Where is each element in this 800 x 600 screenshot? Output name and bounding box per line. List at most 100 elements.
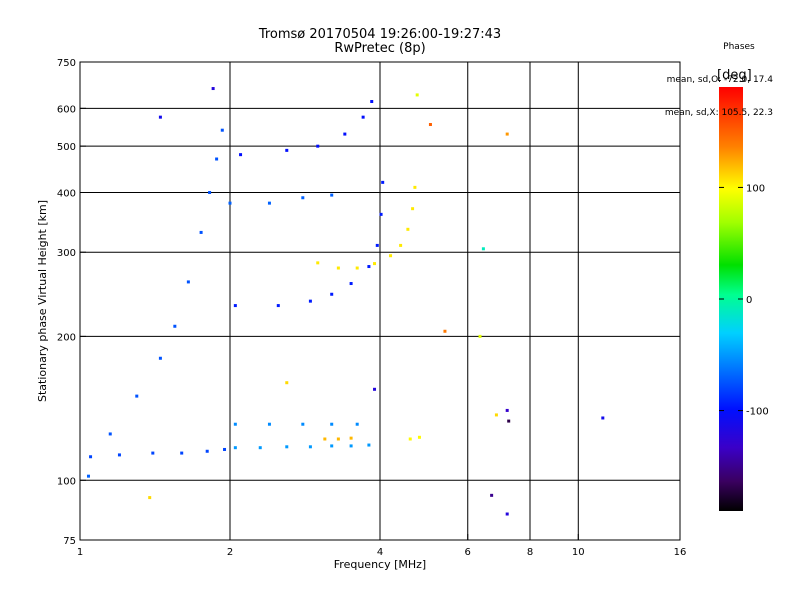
trace-point (233, 304, 237, 308)
y-tick-label: 500 (57, 142, 76, 153)
trace-point (301, 196, 305, 200)
scatter-point (478, 334, 482, 338)
trace-point (276, 304, 280, 308)
trace-point (343, 132, 347, 136)
trace-point (381, 180, 385, 184)
scatter-point (86, 474, 90, 478)
trace-point (330, 292, 334, 296)
trace-point (158, 356, 162, 360)
trace-point (323, 437, 327, 441)
colorbar-tick-label: 100 (746, 183, 765, 194)
trace-point (389, 254, 393, 258)
scatter-point (490, 493, 494, 497)
scatter-point (505, 408, 509, 412)
trace-point (370, 100, 374, 104)
scatter-point (494, 413, 498, 417)
phase-stats-o: mean, sd,O: -72.0, 17.4 (666, 75, 773, 85)
trace-point (285, 445, 289, 449)
y-axis-label: Stationary phase Virtual Height [km] (36, 200, 49, 402)
trace-point (361, 115, 365, 119)
trace-point (399, 243, 403, 247)
trace-point (336, 266, 340, 270)
trace-point (205, 449, 209, 453)
x-tick-label: 4 (377, 547, 383, 558)
chart-title: Tromsø 20170504 19:26:00-19:27:43 (258, 27, 502, 42)
trace-point (411, 207, 415, 211)
scatter-point (211, 87, 215, 91)
trace-point (367, 443, 371, 447)
trace-point (330, 193, 334, 197)
colorbar-tick-label: 0 (746, 295, 752, 306)
y-tick-label: 75 (63, 536, 76, 547)
y-tick-label: 300 (57, 248, 76, 259)
scatter-point (481, 247, 485, 251)
phase-stats: Phases mean, sd,O: -72.0, 17.4 mean, sd,… (665, 20, 773, 130)
trace-point (373, 262, 377, 266)
trace-point (228, 201, 232, 205)
trace-point (173, 324, 177, 328)
scatter-point (507, 419, 511, 423)
trace-point (233, 422, 237, 426)
trace-point (349, 282, 353, 286)
trace-point (267, 201, 271, 205)
x-tick-label: 10 (572, 547, 585, 558)
scatter-point (428, 123, 432, 127)
phase-stats-x: mean, sd,X: 105.5, 22.3 (664, 108, 773, 118)
scatter-point (285, 381, 289, 385)
trace-point (151, 451, 155, 455)
trace-point (117, 453, 121, 457)
trace-point (367, 265, 371, 269)
trace-point (379, 212, 383, 216)
y-tick-label: 200 (57, 332, 76, 343)
trace-point (215, 157, 219, 161)
scatter-point (158, 115, 162, 119)
grid-lines (80, 62, 680, 540)
trace-point (316, 261, 320, 265)
scatter-point (505, 512, 509, 516)
y-tick-label: 750 (57, 58, 76, 69)
trace-point (375, 243, 379, 247)
colorbar-tick-label: -100 (746, 407, 769, 418)
scatter-point (505, 132, 509, 136)
x-axis-label: Frequency [MHz] (334, 558, 426, 571)
trace-point (330, 422, 334, 426)
trace-point (301, 422, 305, 426)
trace-point (308, 299, 312, 303)
trace-point (239, 153, 243, 157)
trace-point (355, 266, 359, 270)
trace-point (108, 432, 112, 436)
trace-point (413, 185, 417, 189)
scatter-point (373, 387, 377, 391)
scatter-point (415, 93, 419, 97)
trace-point (223, 447, 227, 451)
y-tick-label: 100 (57, 476, 76, 487)
trace-point (316, 144, 320, 148)
trace-point (330, 444, 334, 448)
colorbar-ticks: 100 0 -100 (719, 183, 769, 418)
data-points (86, 87, 605, 516)
x-axis: 1 2 4 6 8 10 16 (77, 534, 687, 558)
trace-point (349, 444, 353, 448)
x-tick-label: 1 (77, 547, 83, 558)
x-tick-label: 16 (674, 547, 687, 558)
x-tick-label: 8 (527, 547, 533, 558)
colorbar-unit: [deg] (717, 68, 752, 83)
trace-point (406, 227, 410, 231)
trace-point (267, 422, 271, 426)
trace-point (220, 128, 224, 132)
scatter-point (148, 496, 152, 500)
trace-point (258, 446, 262, 450)
y-tick-label: 600 (57, 104, 76, 115)
y-tick-label: 400 (57, 188, 76, 199)
trace-point (199, 230, 203, 234)
trace-point (285, 148, 289, 152)
trace-point (349, 436, 353, 440)
trace-point (417, 435, 421, 439)
trace-point (180, 451, 184, 455)
trace-point (408, 437, 412, 441)
x-tick-label: 6 (465, 547, 471, 558)
scatter-point (601, 416, 605, 420)
trace-point (308, 445, 312, 449)
trace-point (135, 394, 139, 398)
